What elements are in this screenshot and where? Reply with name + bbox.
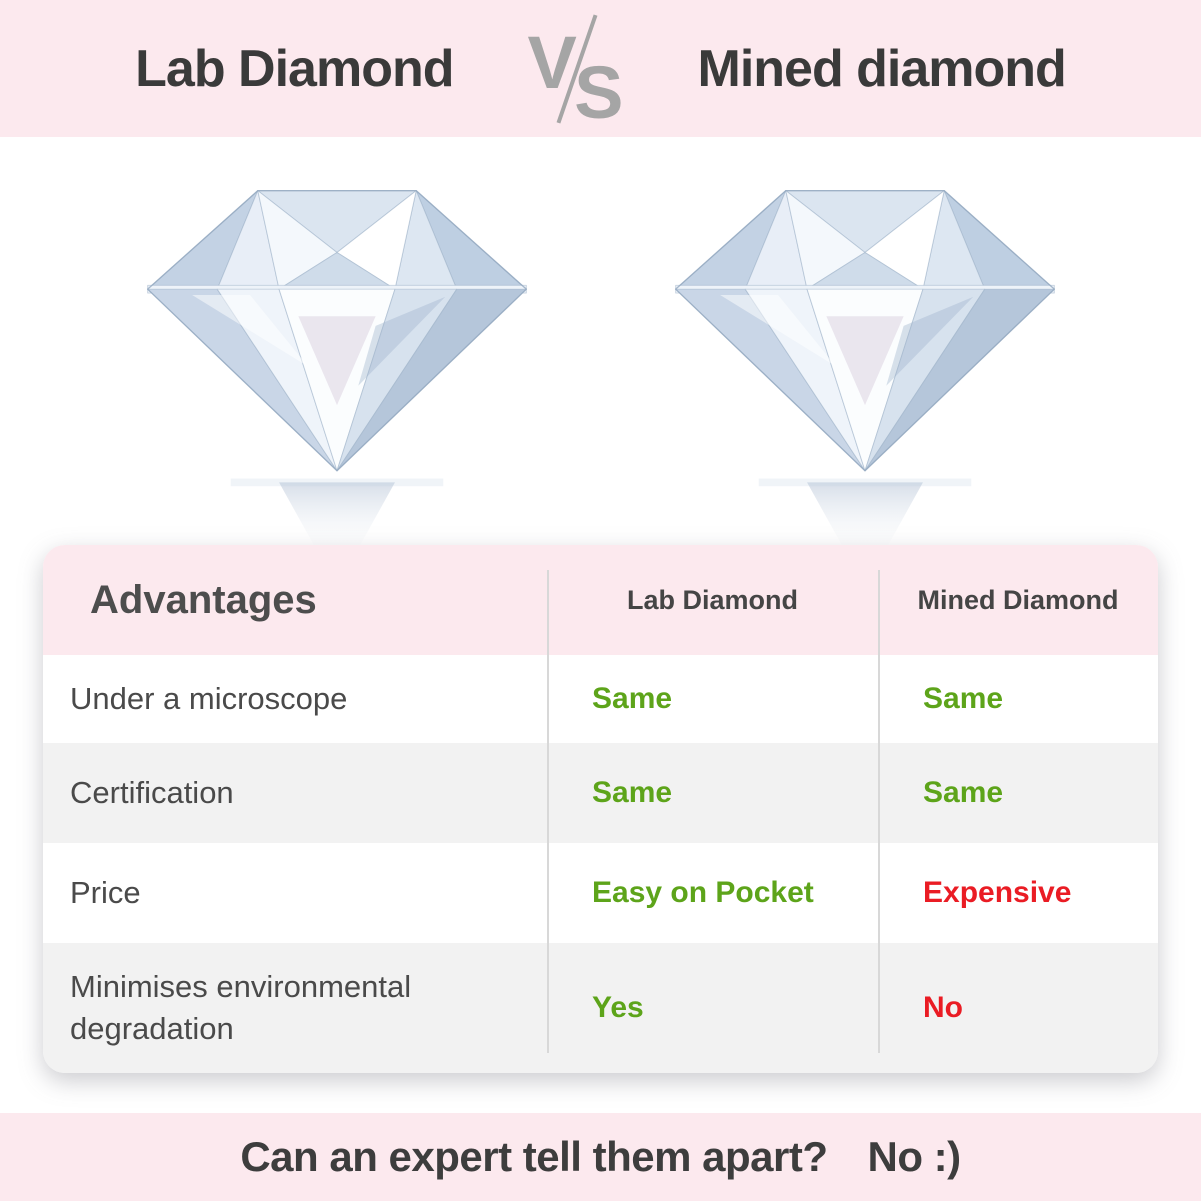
row-label: Price bbox=[70, 875, 141, 911]
vs-emblem: V S bbox=[526, 6, 626, 132]
diamond-illustration bbox=[674, 189, 1055, 588]
diamond-images-row bbox=[0, 137, 1201, 588]
lab-value: Same bbox=[592, 776, 673, 809]
lab-diamond-title: Lab Diamond bbox=[135, 39, 454, 98]
column-divider bbox=[547, 570, 549, 1053]
footer-banner: Can an expert tell them apart? No :) bbox=[0, 1113, 1201, 1201]
table-row: Price Easy on Pocket Expensive bbox=[43, 843, 1158, 943]
table-row: Minimises environmental degradation Yes … bbox=[43, 943, 1158, 1073]
mined-diamond-image bbox=[662, 181, 1068, 588]
row-label: Minimises environmental degradation bbox=[70, 969, 412, 1046]
vs-letter-v: V bbox=[527, 20, 577, 104]
advantages-header: Advantages bbox=[90, 577, 317, 622]
vs-letter-s: S bbox=[574, 50, 624, 134]
mined-value: Same bbox=[923, 776, 1004, 809]
mined-diamond-column-header: Mined Diamond bbox=[917, 584, 1119, 615]
footer-question: Can an expert tell them apart? bbox=[240, 1133, 828, 1180]
column-divider bbox=[878, 570, 880, 1053]
comparison-table: Advantages Lab Diamond Mined Diamond Und… bbox=[43, 545, 1158, 1073]
diamond-illustration bbox=[146, 189, 527, 588]
mined-diamond-title: Mined diamond bbox=[697, 39, 1067, 98]
mined-value: Same bbox=[923, 682, 1004, 715]
lab-diamond-column-header: Lab Diamond bbox=[626, 584, 798, 615]
table-row: Under a microscope Same Same bbox=[43, 655, 1158, 743]
row-label: Certification bbox=[70, 775, 234, 811]
table-header-row: Advantages Lab Diamond Mined Diamond bbox=[43, 545, 1158, 655]
lab-value: Same bbox=[592, 682, 673, 715]
top-banner: Lab Diamond V S Mined diamond bbox=[0, 0, 1201, 137]
mined-value: No bbox=[923, 991, 963, 1024]
row-label: Under a microscope bbox=[70, 681, 348, 717]
lab-value: Yes bbox=[592, 991, 644, 1024]
footer-answer: No :) bbox=[867, 1133, 962, 1180]
lab-diamond-image bbox=[134, 181, 540, 588]
mined-value: Expensive bbox=[923, 876, 1072, 909]
lab-value: Easy on Pocket bbox=[592, 876, 814, 909]
table-row: Certification Same Same bbox=[43, 743, 1158, 843]
